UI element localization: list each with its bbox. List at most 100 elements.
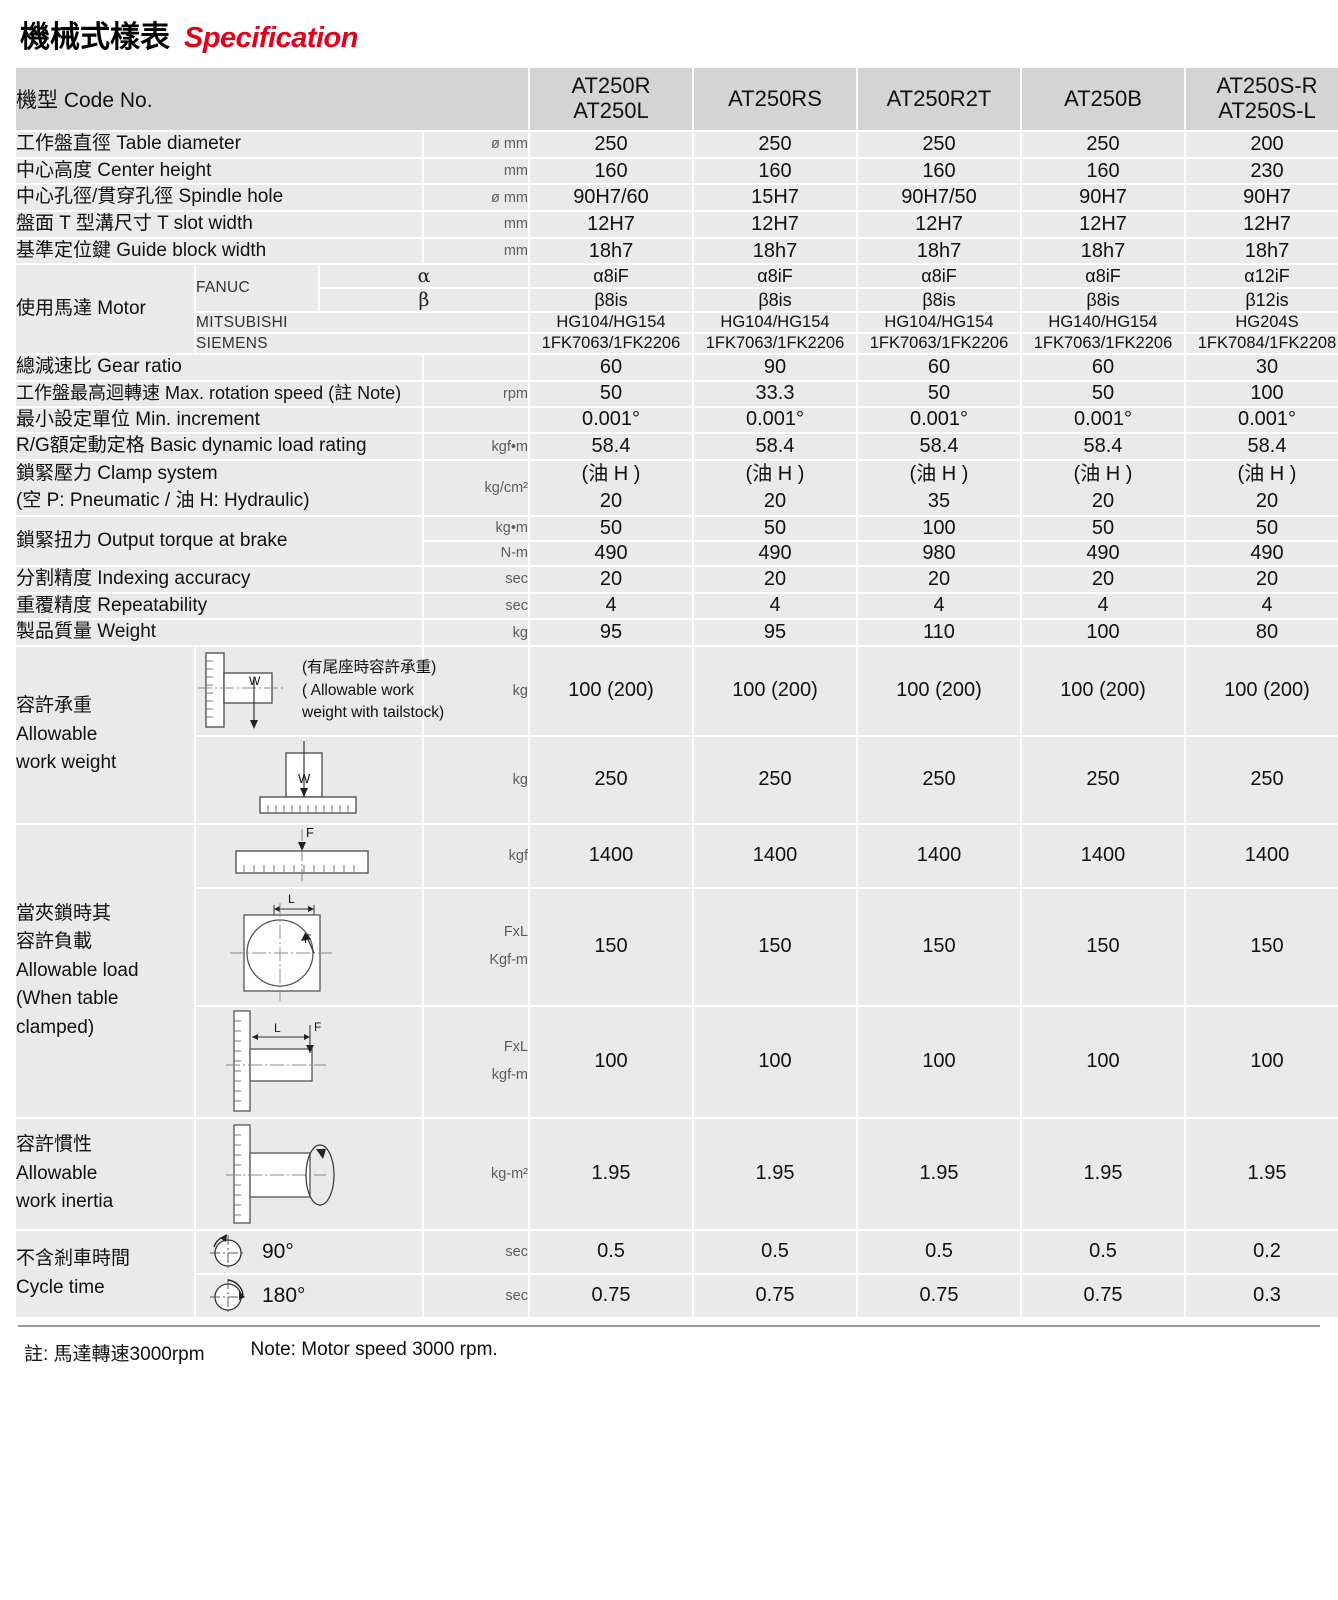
value-cell: β8is [530,289,692,312]
header-model-at250b: AT250B [1022,68,1184,130]
label-line: 當夾鎖時其 [16,902,112,924]
value-cell: 50 [1022,516,1184,540]
value-cell: 250 [858,736,1020,823]
value-cell: 490 [1022,541,1184,565]
value-cell: α8iF [694,265,856,288]
tailstock-weight-caption: (有尾座時容許承重) ( Allowable work weight with … [302,657,444,724]
value-cell: 18h7 [694,238,856,264]
unit-output-torque-nm: N-m [424,541,528,565]
value-cell: 250 [1022,132,1184,157]
header-code-no: 機型 Code No. [16,68,528,130]
page-title: 機械式樣表 Specification [14,0,1324,66]
value-cell: 80 [1186,620,1338,645]
footer-note-cn: 註: 馬達轉速3000rpm [24,1343,205,1365]
row-min-increment: 最小設定單位 Min. increment 0.001° 0.001° 0.00… [16,407,1338,433]
label-line: 容許承重 [16,695,93,717]
value-cell: (油 H ) 35 [858,460,1020,515]
value-cell: 150 [1186,888,1338,1005]
value-cell: 100 [1186,382,1338,406]
row-cycle-time-180: 180° sec 0.75 0.75 0.75 0.75 0.3 [16,1274,1338,1317]
diagram-cell-radial-moment: L F [196,888,422,1005]
row-center-height: 中心高度 Center height mm 160 160 160 160 23… [16,158,1338,184]
value-cell: 0.5 [1022,1230,1184,1273]
value-cell: (油 H ) 20 [530,460,692,515]
label-table-diameter: 工作盤直徑 Table diameter [16,132,422,157]
row-allowable-load-fxl-kgfm-a: L F FxL Kgf-m 150 [16,888,1338,1005]
rotation-180-icon [206,1275,250,1317]
label-allowable-work-weight: 容許承重 Allowable work weight [16,646,194,823]
row-allowable-load-fxl-kgfm-b: L F FxL kgf-m 100 100 100 100 100 [16,1006,1338,1117]
value-cell: HG104/HG154 [530,313,692,333]
value-cell: 20 [858,566,1020,592]
value-cell: 90 [694,355,856,381]
value-cell: β8is [858,289,1020,312]
row-allowable-work-weight-tailstock: 容許承重 Allowable work weight [16,646,1338,823]
value-cell: 60 [858,355,1020,381]
model-line: AT250S-R [1216,73,1318,99]
unit-clamp-system: kg/cm² [424,460,528,515]
value-cell: 980 [858,541,1020,565]
overhang-moment-diagram-icon: L F [222,1007,372,1117]
value-cell: 1400 [1022,824,1184,887]
unit-max-rotation-speed: rpm [424,382,528,406]
row-table-diameter: 工作盤直徑 Table diameter ø mm 250 250 250 25… [16,132,1338,157]
value-cell: 1FK7084/1FK2208 [1186,334,1338,354]
svg-text:L: L [288,892,295,906]
unit-load-rating: kgf•m [424,434,528,459]
header-model-at250s: AT250S-R AT250S-L [1186,68,1338,130]
value-cell: 1FK7063/1FK2206 [858,334,1020,354]
value-cell: 0.001° [530,407,692,433]
diagram-cell-vertical-weight: W [196,736,422,823]
value-cell: 0.75 [694,1274,856,1317]
row-allowable-work-inertia: 容許慣性 Allowable work inertia [16,1118,1338,1229]
value-cell: 58.4 [1186,434,1338,459]
value-cell: 250 [858,132,1020,157]
unit-weight: kg [424,620,528,645]
value-cell: 250 [530,736,692,823]
row-motor-mitsubishi: MITSUBISHI HG104/HG154 HG104/HG154 HG104… [16,313,1338,333]
value-cell: 100 (200) [530,646,692,735]
unit-guide-block-width: mm [424,238,528,264]
unit-line: Kgf-m [489,951,528,968]
value-cell: β8is [694,289,856,312]
label-output-torque: 鎖緊扭力 Output torque at brake [16,516,422,565]
label-line: (When table [16,988,119,1010]
value-cell: 0.001° [1022,407,1184,433]
label-clamp-line2: (空 P: Pneumatic / 油 H: Hydraulic) [16,489,310,511]
clamp-pressure: 20 [599,489,623,512]
unit-allowable-load-2: FxL Kgf-m [424,888,528,1005]
page-title-en: Specification [184,22,359,54]
value-cell: α8iF [530,265,692,288]
value-cell: 4 [1022,593,1184,619]
label-line: clamped) [16,1016,95,1038]
value-cell: 160 [858,158,1020,184]
unit-indexing-accuracy: sec [424,566,528,592]
value-cell: (油 H ) 20 [694,460,856,515]
unit-line: FxL [503,1039,528,1056]
specification-table: 機型 Code No. AT250R AT250L AT250RS AT250R… [14,66,1338,1319]
value-cell: 50 [530,382,692,406]
label-line: work weight [16,752,117,774]
value-cell: 4 [694,593,856,619]
value-cell: 100 [1022,1006,1184,1117]
value-cell: 250 [1186,736,1338,823]
unit-allowable-work-inertia: kg-m² [424,1118,528,1229]
value-cell: 0.001° [1186,407,1338,433]
label-repeatability: 重覆精度 Repeatability [16,593,422,619]
value-cell: 95 [694,620,856,645]
value-cell: α8iF [1022,265,1184,288]
value-cell: 250 [694,132,856,157]
label-line: work inertia [16,1191,114,1213]
value-cell: 490 [530,541,692,565]
svg-text:F: F [306,825,314,840]
value-cell: 150 [530,888,692,1005]
clamp-pressure: 20 [763,489,787,512]
model-line: AT250B [1064,85,1142,111]
value-cell: 1.95 [1022,1118,1184,1229]
model-line: AT250L [573,98,649,123]
value-cell: 150 [858,888,1020,1005]
value-cell: 4 [858,593,1020,619]
caption-line: weight with tailstock) [302,704,445,722]
value-cell: 90H7 [1186,185,1338,211]
